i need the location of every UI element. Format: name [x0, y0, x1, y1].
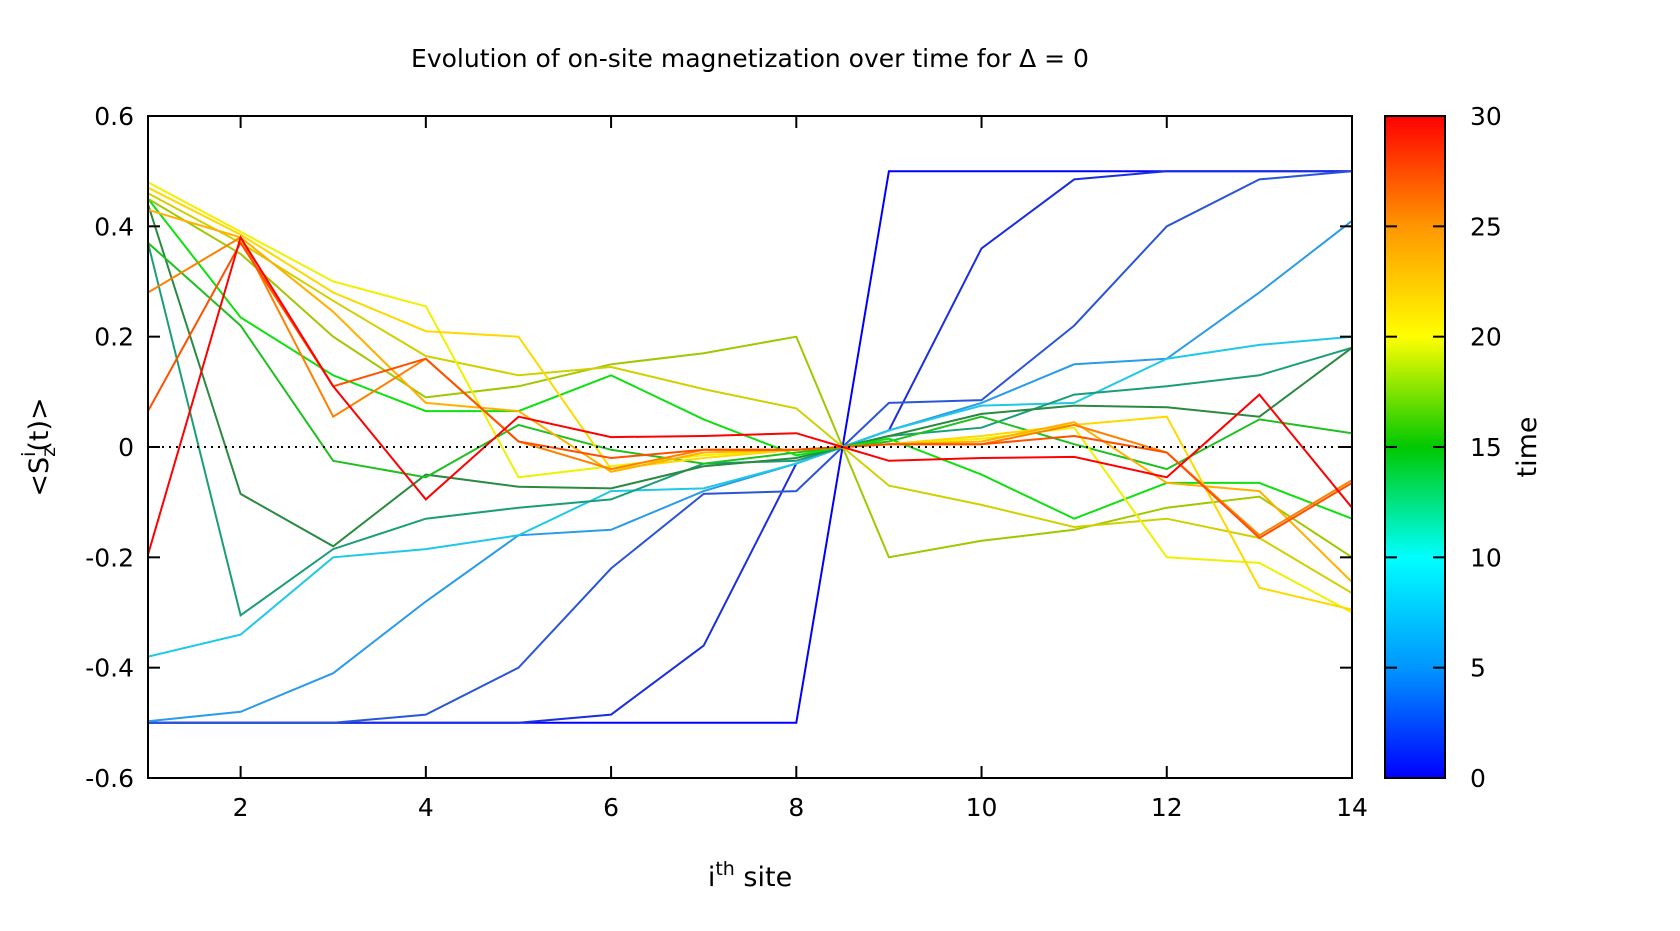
y-tick-label-4: 0.2: [94, 323, 134, 352]
colorbar-tick-label-6: 30: [1470, 102, 1502, 131]
x-tick-label-3: 8: [788, 793, 804, 822]
colorbar-tick-label-5: 25: [1470, 212, 1502, 241]
plot-series: [148, 170, 1352, 724]
y-axis: -0.6 -0.4 -0.2 0 0.2 0.4 0.6: [85, 102, 1352, 793]
colorbar-tick-label-2: 10: [1470, 543, 1502, 572]
colorbar-tick-label-3: 15: [1470, 433, 1502, 462]
x-tick-label-6: 14: [1336, 793, 1368, 822]
colorbar-ticks: 0 5 10 15 20 25 30: [1385, 102, 1502, 793]
y-axis-label-sub: z: [38, 447, 60, 457]
series-line-13: [148, 208, 1352, 583]
y-tick-label-2: -0.2: [85, 543, 134, 572]
x-axis-label-base: i: [708, 862, 716, 893]
series-line-7: [148, 242, 1352, 479]
colorbar-tick-label-1: 5: [1470, 654, 1486, 683]
y-tick-label-5: 0.4: [94, 212, 134, 241]
colorbar-label: time: [1512, 416, 1543, 477]
colorbar-tick-label-0: 0: [1470, 764, 1486, 793]
series-line-16: [148, 234, 1352, 555]
series-line-4: [148, 335, 1352, 658]
series-line-2: [148, 170, 1352, 724]
y-axis-label-post: (t)>: [24, 397, 55, 451]
y-axis-label-sup: i: [18, 452, 40, 457]
y-axis-label: <Szi(t)>: [18, 397, 60, 496]
series-line-11: [148, 181, 1352, 614]
series-line-10: [148, 192, 1352, 595]
x-axis-label-sup: th: [715, 858, 735, 880]
x-tick-label-5: 12: [1151, 793, 1183, 822]
x-tick-label-0: 2: [233, 793, 249, 822]
series-line-5: [148, 242, 1352, 617]
y-axis-label-pre: <S: [24, 457, 55, 497]
y-tick-label-3: 0: [118, 433, 134, 462]
chart-title: Evolution of on-site magnetization over …: [411, 44, 1089, 73]
x-tick-label-1: 4: [418, 793, 434, 822]
y-tick-label-0: -0.6: [85, 764, 134, 793]
x-axis: 2 4 6 8 10 12 14: [233, 116, 1368, 822]
series-line-8: [148, 198, 1352, 520]
x-axis-label: ith site: [708, 858, 792, 893]
series-line-3: [148, 220, 1352, 723]
series-line-15: [148, 240, 1352, 540]
colorbar-tick-label-4: 20: [1470, 323, 1502, 352]
y-tick-label-1: -0.4: [85, 654, 134, 683]
series-line-6: [148, 203, 1352, 548]
x-tick-label-2: 6: [603, 793, 619, 822]
x-tick-label-4: 10: [966, 793, 998, 822]
x-axis-label-rest: site: [735, 862, 792, 893]
y-tick-label-6: 0.6: [94, 102, 134, 131]
